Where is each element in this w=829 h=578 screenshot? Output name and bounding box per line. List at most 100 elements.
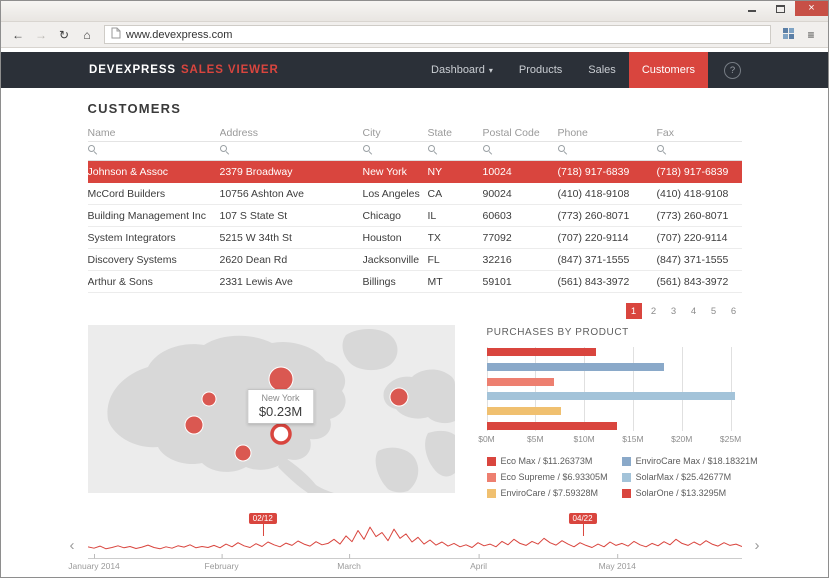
navbar: DEVEXPRESS SALES VIEWER Dashboard ▾ Produc… — [1, 52, 828, 88]
apps-grid-icon — [782, 27, 794, 42]
chart-title: PURCHASES BY PRODUCT — [486, 327, 629, 338]
filter-cell[interactable] — [362, 142, 428, 160]
sales-bubble[interactable] — [268, 366, 293, 392]
sales-bubble[interactable] — [201, 391, 216, 407]
column-header[interactable]: Address — [219, 127, 259, 139]
page-button[interactable]: 4 — [690, 305, 697, 317]
page-button[interactable]: 1 — [625, 303, 642, 319]
axis-tick-label: $20M — [671, 434, 693, 444]
cell: (718) 917-6839 — [656, 165, 729, 178]
page-button[interactable]: 3 — [670, 305, 677, 317]
column-header[interactable]: State — [427, 127, 453, 139]
search-icon — [557, 144, 569, 155]
maximize-icon — [776, 4, 785, 13]
nav-item-label: Customers — [641, 64, 695, 76]
legend-label: Eco Max / $11.26373M — [500, 456, 593, 466]
home-button[interactable]: ⌂ — [76, 25, 98, 45]
tooltip-city: New York — [261, 393, 300, 403]
table-row[interactable]: Arthur & Sons 2331 Lewis Ave Billings MT 591… — [87, 271, 742, 293]
column-header[interactable]: City — [362, 127, 381, 139]
hamburger-menu-icon: ≡ — [807, 27, 815, 42]
menu-button[interactable]: ≡ — [800, 25, 822, 45]
sales-bubble[interactable] — [184, 415, 203, 435]
table-row[interactable]: Johnson & Assoc 2379 Broadway New York NY 10… — [87, 161, 742, 183]
axis-tick-label: $10M — [573, 434, 595, 444]
nav-item-dashboard[interactable]: Dashboard ▾ — [418, 52, 506, 88]
table-row[interactable]: Discovery Systems 2620 Dean Rd Jacksonvill… — [87, 249, 742, 271]
column-header[interactable]: Postal Code — [482, 127, 540, 139]
cell: 59101 — [482, 275, 512, 288]
cell: 2620 Dean Rd — [219, 253, 288, 266]
column-header[interactable]: Name — [87, 127, 116, 139]
url-text[interactable]: www.devexpress.com — [126, 28, 233, 41]
cell: Billings — [362, 275, 396, 288]
cell: IL — [427, 209, 437, 222]
filter-cell[interactable] — [656, 142, 742, 160]
date-flag[interactable]: 04/22 — [568, 513, 597, 536]
apps-button[interactable] — [777, 25, 799, 45]
legend-swatch — [486, 488, 496, 498]
help-button[interactable]: ? — [724, 61, 741, 79]
axis-tick-label: $5M — [527, 434, 544, 444]
timeline-graphic — [87, 526, 742, 559]
sales-bubble[interactable] — [234, 444, 251, 462]
page-button[interactable]: 2 — [650, 305, 657, 317]
legend-swatch — [621, 488, 631, 498]
cell: Johnson & Assoc — [87, 165, 169, 178]
filter-cell[interactable] — [557, 142, 657, 160]
filter-cell[interactable] — [482, 142, 558, 160]
gridline — [681, 347, 683, 431]
date-flag[interactable]: 02/12 — [248, 513, 277, 536]
close-button[interactable]: × — [795, 1, 828, 16]
filter-cell[interactable] — [219, 142, 363, 160]
legend-label: EnviroCare Max / $18.18321M — [635, 456, 758, 466]
search-icon — [219, 144, 231, 155]
legend-swatch — [621, 456, 631, 466]
chevron-down-icon: ▾ — [488, 66, 493, 75]
sales-map[interactable]: New York $0.23M — [87, 325, 455, 493]
cell: (847) 371-1555 — [656, 253, 729, 266]
bar-eco-max — [486, 348, 597, 356]
legend-label: EnviroCare / $7.59328M — [500, 488, 599, 498]
axis-month-label: February — [204, 561, 239, 571]
table-row[interactable]: System Integrators 5215 W 34th St Houston T… — [87, 227, 742, 249]
page-button[interactable]: 5 — [710, 305, 717, 317]
maximize-button[interactable] — [766, 1, 795, 16]
legend-swatch — [486, 472, 496, 482]
cell: (410) 418-9108 — [557, 187, 630, 200]
legend-item: Eco Supreme / $6.93305M — [486, 470, 608, 484]
nav-item-sales[interactable]: Sales — [575, 52, 629, 88]
sales-bubble[interactable] — [389, 387, 408, 407]
column-header[interactable]: Fax — [656, 127, 675, 139]
next-range-button[interactable]: › — [754, 537, 760, 554]
filter-cell[interactable] — [87, 142, 220, 160]
cell: (773) 260-8071 — [557, 209, 630, 222]
minimize-button[interactable] — [737, 1, 766, 16]
back-button[interactable]: ← — [7, 25, 29, 45]
nav-item-products[interactable]: Products — [506, 52, 575, 88]
cell: (707) 220-9114 — [656, 231, 728, 244]
column-header[interactable]: Phone — [557, 127, 588, 139]
page-title: CUSTOMERS — [87, 101, 182, 116]
table-row[interactable]: McCord Builders 10756 Ashton Ave Los Angel… — [87, 183, 742, 205]
refresh-button[interactable]: ↻ — [53, 25, 75, 45]
selected-city-marker[interactable] — [269, 423, 292, 445]
table-row[interactable]: Building Management Inc 107 S State St Chi… — [87, 205, 742, 227]
gridline — [584, 347, 586, 431]
nav-item-customers[interactable]: Customers — [628, 52, 708, 88]
logo-secondary: SALES VIEWER — [180, 64, 279, 76]
cell: Los Angeles — [362, 187, 420, 200]
filter-cell[interactable] — [427, 142, 483, 160]
panels: New York $0.23M PURCHASES BY PRODUCT $0M… — [87, 325, 758, 500]
cell: New York — [362, 165, 407, 178]
tooltip-value: $0.23M — [258, 404, 303, 419]
page-button[interactable]: 6 — [730, 305, 737, 317]
timeline-chart[interactable]: 02/12 04/22 January 2014 February March Apri… — [68, 513, 742, 573]
prev-range-button[interactable]: ‹ — [69, 537, 75, 554]
axis-tick-label: $0M — [478, 434, 495, 444]
search-icon — [656, 144, 668, 155]
forward-button[interactable]: → — [30, 25, 52, 45]
legend-label: Eco Supreme / $6.93305M — [500, 472, 608, 482]
address-bar[interactable]: www.devexpress.com — [104, 25, 771, 44]
